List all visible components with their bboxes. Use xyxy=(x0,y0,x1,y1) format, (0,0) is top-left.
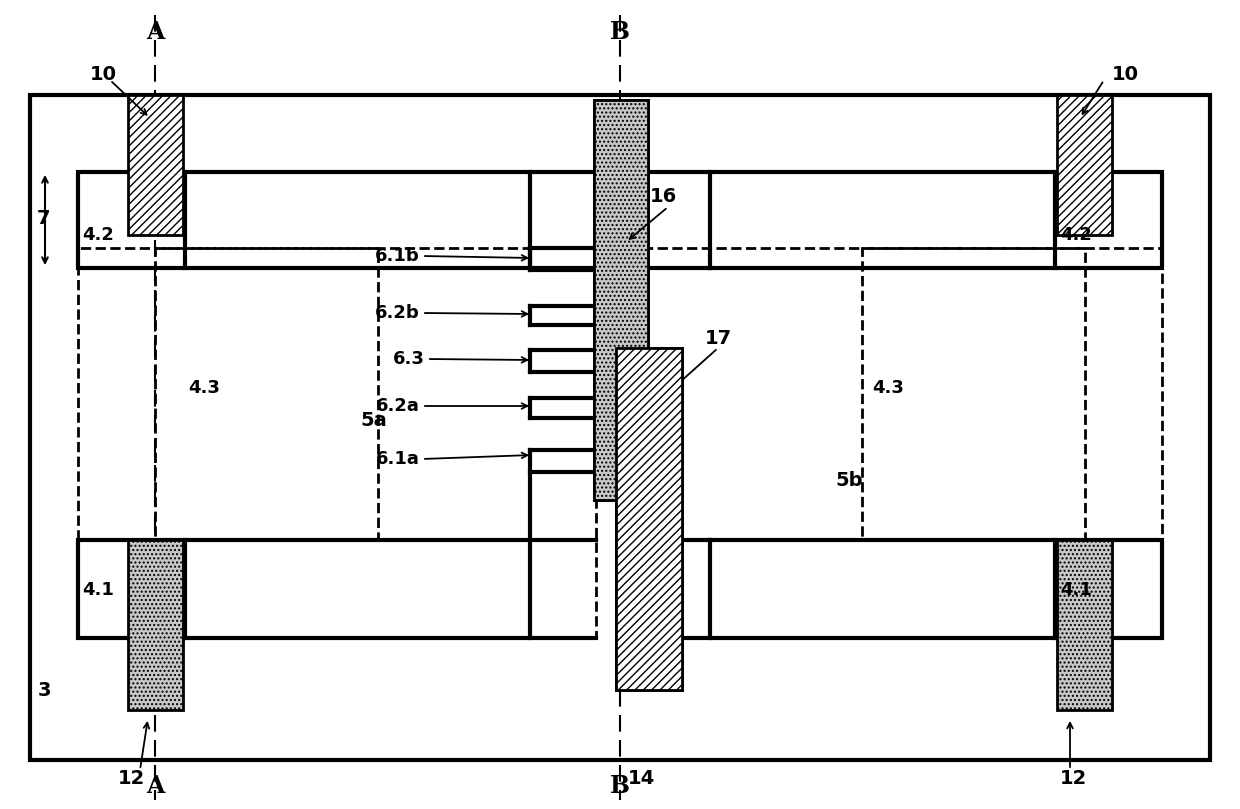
Text: 4.1: 4.1 xyxy=(82,581,114,599)
Text: 4.1: 4.1 xyxy=(1060,581,1092,599)
Text: 7: 7 xyxy=(36,209,50,227)
Text: B: B xyxy=(610,20,630,44)
Text: 4.2: 4.2 xyxy=(82,226,114,244)
Text: 12: 12 xyxy=(118,769,145,787)
Bar xyxy=(862,248,1085,540)
Text: B: B xyxy=(610,774,630,798)
Bar xyxy=(128,540,184,710)
Bar xyxy=(128,95,184,235)
Text: A: A xyxy=(146,774,164,798)
Text: 6.2b: 6.2b xyxy=(376,304,420,322)
Bar xyxy=(1055,172,1162,268)
Text: 4.2: 4.2 xyxy=(1060,226,1092,244)
Bar xyxy=(155,248,378,540)
Text: 6.1a: 6.1a xyxy=(376,450,420,468)
Bar xyxy=(616,348,682,690)
Bar xyxy=(594,100,649,500)
Text: 5a: 5a xyxy=(360,410,387,430)
Bar xyxy=(78,540,185,638)
Text: 12: 12 xyxy=(1060,769,1087,787)
Text: 6.2a: 6.2a xyxy=(376,397,420,415)
Text: 10: 10 xyxy=(91,65,117,83)
Text: 6.3: 6.3 xyxy=(393,350,425,368)
Bar xyxy=(594,100,649,500)
Bar xyxy=(1056,95,1112,235)
Bar xyxy=(78,248,596,638)
Text: 17: 17 xyxy=(706,328,732,348)
Text: 6.1b: 6.1b xyxy=(376,247,420,265)
Text: A: A xyxy=(146,20,164,44)
Text: 14: 14 xyxy=(627,769,655,787)
Text: 5b: 5b xyxy=(835,471,863,489)
Text: 4.3: 4.3 xyxy=(188,379,219,397)
Bar xyxy=(30,95,1210,760)
Text: 10: 10 xyxy=(1112,65,1140,83)
Text: 16: 16 xyxy=(650,187,677,205)
Bar xyxy=(78,172,185,268)
Bar xyxy=(1056,540,1112,710)
Bar xyxy=(616,348,682,690)
Text: 3: 3 xyxy=(38,680,52,700)
Bar xyxy=(649,248,1162,638)
Bar xyxy=(1055,540,1162,638)
Text: 4.3: 4.3 xyxy=(872,379,904,397)
